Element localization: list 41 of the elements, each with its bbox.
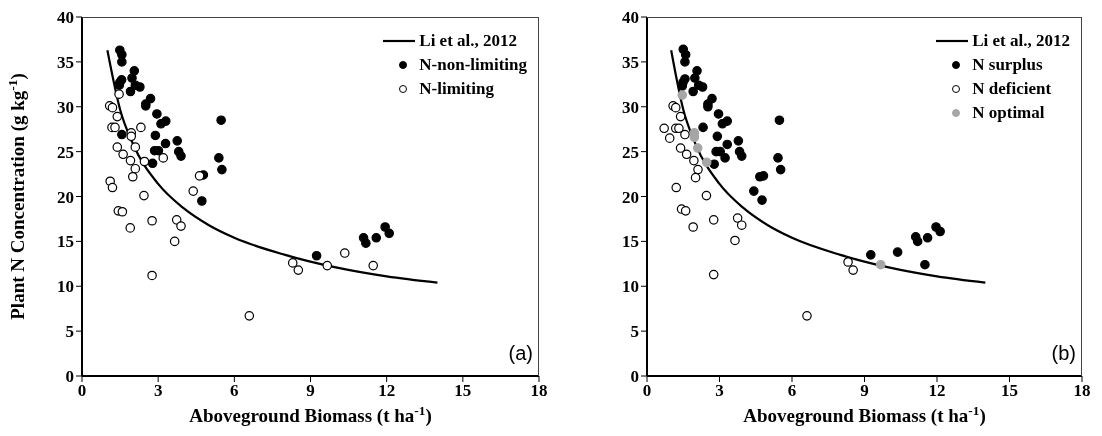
y-tick-label: 10 [622, 277, 639, 297]
x-tick-label: 15 [1001, 381, 1018, 401]
x-tick-label: 6 [787, 381, 797, 401]
x-tick-label: 12 [928, 381, 946, 401]
y-tick-label: 35 [57, 52, 74, 72]
x-tick-label: 9 [306, 381, 315, 401]
y-tick-label: 15 [622, 232, 639, 252]
y-tick-label: 30 [622, 97, 639, 117]
y-tick-label: 40 [622, 8, 639, 28]
legend-label: N-non-limiting [419, 55, 527, 75]
y-tick-label: 20 [622, 187, 639, 207]
y-tick-label: 25 [57, 142, 74, 162]
annotation: (b) [1051, 342, 1076, 364]
x-tick-label: 15 [454, 381, 472, 401]
y-tick-label: 40 [57, 8, 74, 28]
legend-label: N deficient [972, 79, 1052, 99]
x-tick-label: 3 [153, 381, 163, 401]
x-tick-label: 18 [1073, 381, 1091, 401]
y-tick-label: 15 [57, 232, 74, 252]
x-tick-label: 9 [860, 381, 869, 401]
legend-label: N optimal [972, 103, 1045, 123]
annotation: (a) [508, 342, 533, 364]
y-tick-label: 30 [57, 97, 74, 117]
legend-label: Li et al., 2012 [419, 31, 518, 51]
legend-label: N surplus [972, 55, 1043, 75]
x-tick-label: 6 [230, 381, 239, 401]
x-tick-label: 12 [378, 381, 396, 401]
y-tick-label: 0 [630, 367, 639, 387]
y-tick-label: 25 [622, 142, 639, 162]
y-tick-label: 5 [65, 322, 74, 342]
x-axis-title: Aboveground Biomass (t ha$^{-1}$) [743, 402, 986, 427]
x-tick-label: 3 [715, 381, 724, 401]
y-tick-label: 10 [57, 277, 74, 297]
legend-label: N-limiting [419, 79, 494, 99]
y-tick-label: 35 [622, 52, 639, 72]
legend-label: Li et al., 2012 [972, 31, 1070, 51]
y-tick-label: 20 [57, 187, 74, 207]
x-tick-label: 18 [530, 381, 548, 401]
x-axis-title: Aboveground Biomass (t ha$^{-1}$) [189, 402, 432, 427]
y-tick-label: 0 [65, 367, 74, 387]
y-tick-label: 5 [630, 322, 639, 342]
